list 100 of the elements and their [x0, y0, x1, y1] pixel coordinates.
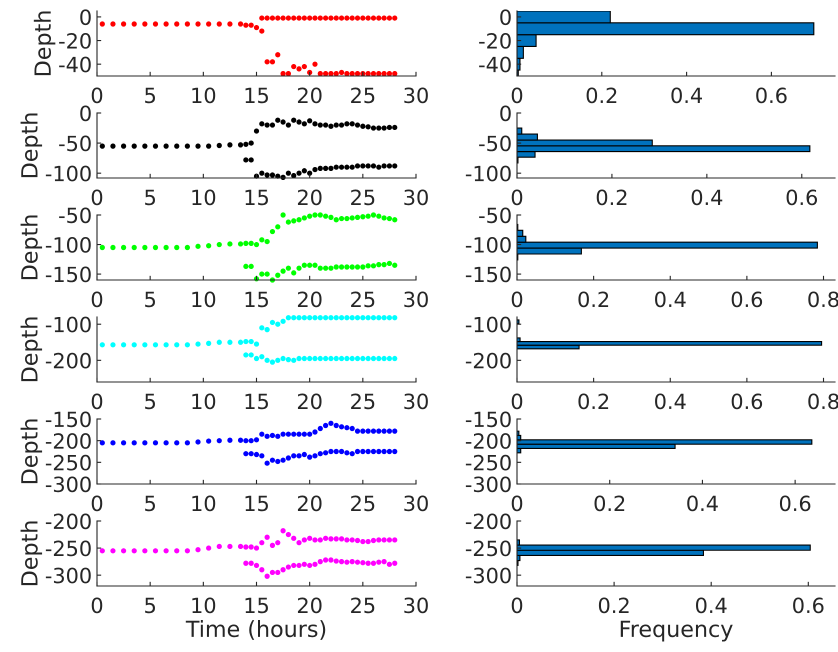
y-tick-label: -250 [466, 454, 511, 471]
y-tick-label: -200 [466, 513, 511, 530]
y-tick-label: -200 [46, 352, 91, 369]
y-tick-label: -200 [46, 513, 91, 530]
x-tick-label: 25 [351, 87, 374, 104]
x-tick-label: 0.6 [780, 495, 810, 512]
x-tick-label: 0.4 [671, 87, 702, 104]
y-tick-label: -200 [46, 433, 91, 449]
y-tick-label: -150 [46, 411, 91, 428]
x-tick-label: 0.2 [598, 597, 629, 614]
x-tick-label: 0.2 [596, 189, 626, 206]
x-tick-label: 10 [192, 291, 216, 308]
y-tick-label: -150 [46, 266, 91, 282]
x-tick-label: 0.2 [594, 495, 624, 512]
x-tick-label: 0 [92, 393, 102, 410]
y-axis-title: Depth [20, 216, 42, 280]
y-tick-label: -100 [46, 237, 91, 253]
x-tick-label: 0 [92, 189, 102, 206]
x-tick-label: 5 [145, 292, 155, 308]
y-tick-label: -200 [466, 352, 511, 369]
y-axis-title: Depth [20, 114, 42, 178]
y-tick-label: -100 [466, 166, 511, 182]
x-tick-label: 5 [145, 598, 155, 614]
y-tick-label: 0 [500, 105, 511, 122]
y-tick-label: 0 [80, 9, 91, 26]
x-tick-label: 20 [298, 189, 322, 206]
x-tick-label: 30 [404, 393, 428, 410]
y-tick-label: -100 [466, 316, 511, 332]
x-tick-label: 10 [192, 495, 216, 512]
x-tick-label: 0 [92, 87, 102, 104]
y-tick-label: 0 [80, 105, 91, 122]
y-tick-label: -40 [479, 56, 511, 72]
x-tick-label: 0.6 [793, 597, 824, 614]
y-tick-label: -200 [466, 433, 511, 449]
x-tick-label: 0 [92, 495, 102, 512]
x-tick-label: 30 [404, 291, 428, 308]
y-tick-label: -300 [466, 568, 511, 584]
x-tick-label: 25 [351, 393, 374, 410]
x-tick-label: 0 [512, 597, 522, 614]
x-tick-label: 5 [145, 394, 155, 410]
x-tick-label: 0 [92, 291, 102, 308]
y-tick-label: -300 [46, 476, 91, 492]
x-tick-label: 30 [404, 597, 428, 614]
x-tick-label: 10 [192, 597, 216, 614]
x-axis-title: Frequency [620, 620, 733, 642]
y-axis-title: Depth [20, 420, 42, 484]
x-tick-label: 30 [404, 87, 428, 104]
y-tick-label: -250 [466, 540, 511, 556]
y-tick-label: 0 [500, 9, 511, 26]
y-tick-label: -20 [59, 33, 91, 49]
x-tick-label: 15 [246, 598, 268, 614]
x-tick-label: 30 [404, 189, 428, 206]
y-tick-label: -100 [46, 316, 91, 332]
x-tick-label: 25 [351, 291, 374, 308]
x-tick-label: 0.4 [655, 393, 686, 410]
x-tick-label: 0.4 [696, 597, 727, 614]
y-tick-label: -150 [466, 411, 511, 428]
x-tick-label: 25 [351, 495, 374, 512]
x-tick-label: 20 [298, 87, 322, 104]
x-tick-label: 0.4 [687, 495, 718, 512]
y-axis-title: Depth [34, 12, 56, 76]
y-tick-label: -50 [59, 136, 91, 152]
x-tick-label: 5 [145, 190, 155, 206]
x-tick-label: 0 [512, 393, 522, 410]
x-tick-label: 0.2 [578, 393, 608, 410]
y-tick-label: -100 [466, 237, 511, 253]
x-axis-title: Time (hours) [186, 620, 326, 640]
y-tick-label: -50 [479, 136, 511, 152]
y-tick-label: -150 [466, 266, 511, 282]
y-tick-label: -250 [46, 454, 91, 471]
x-tick-label: 5 [145, 496, 155, 512]
y-tick-label: -20 [479, 33, 511, 49]
x-tick-label: 15 [246, 292, 268, 308]
x-tick-label: 0 [92, 597, 102, 614]
x-tick-label: 30 [404, 495, 428, 512]
y-axis-title: Depth [20, 522, 42, 586]
x-tick-label: 0.6 [756, 87, 787, 104]
x-tick-label: 20 [298, 597, 322, 614]
x-tick-label: 0.2 [578, 291, 608, 308]
y-tick-label: -40 [59, 56, 91, 72]
x-tick-label: 15 [246, 88, 268, 104]
x-tick-label: 0.4 [692, 189, 722, 206]
x-tick-label: 0 [512, 189, 522, 206]
x-tick-label: 15 [246, 394, 268, 410]
x-tick-label: 25 [351, 597, 374, 614]
x-tick-label: 0.6 [732, 393, 762, 410]
x-tick-label: 20 [298, 393, 322, 410]
x-tick-label: 10 [192, 393, 216, 410]
y-tick-label: -300 [46, 568, 91, 584]
y-tick-label: -100 [46, 166, 91, 182]
x-tick-label: 20 [298, 495, 322, 512]
x-tick-label: 0 [512, 495, 522, 512]
x-tick-label: 10 [192, 87, 216, 104]
x-tick-label: 0 [512, 87, 522, 104]
x-tick-label: 0.2 [586, 87, 616, 104]
x-tick-label: 20 [298, 291, 322, 308]
x-tick-label: 15 [246, 496, 268, 512]
x-tick-label: 10 [192, 189, 216, 206]
y-tick-label: -300 [466, 476, 511, 492]
y-tick-label: -250 [46, 540, 91, 556]
